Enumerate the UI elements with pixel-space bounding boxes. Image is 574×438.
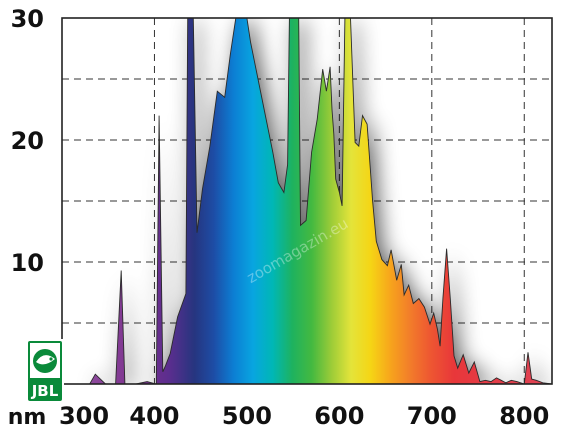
- logo-text: JBL: [31, 382, 59, 400]
- jbl-logo: JBL: [26, 339, 64, 402]
- y-tick-label: 20: [11, 127, 44, 155]
- x-tick-label: 800: [499, 402, 549, 430]
- y-axis-tick-labels: 10 20 30: [11, 5, 44, 277]
- plot-frame: [61, 17, 553, 385]
- x-unit-label: nm: [8, 405, 47, 430]
- y-tick-label: 30: [11, 5, 44, 33]
- x-tick-label: 600: [314, 402, 364, 430]
- x-tick-label: 400: [129, 402, 179, 430]
- x-tick-label: 700: [407, 402, 457, 430]
- x-tick-label: 300: [59, 402, 109, 430]
- spectrum-area-group: [62, 18, 552, 384]
- spectrum-area: [62, 18, 552, 384]
- x-tick-label: 500: [222, 402, 272, 430]
- y-tick-label: 10: [11, 249, 44, 277]
- x-axis-tick-labels: 300 400 500 600 700 800: [59, 402, 549, 430]
